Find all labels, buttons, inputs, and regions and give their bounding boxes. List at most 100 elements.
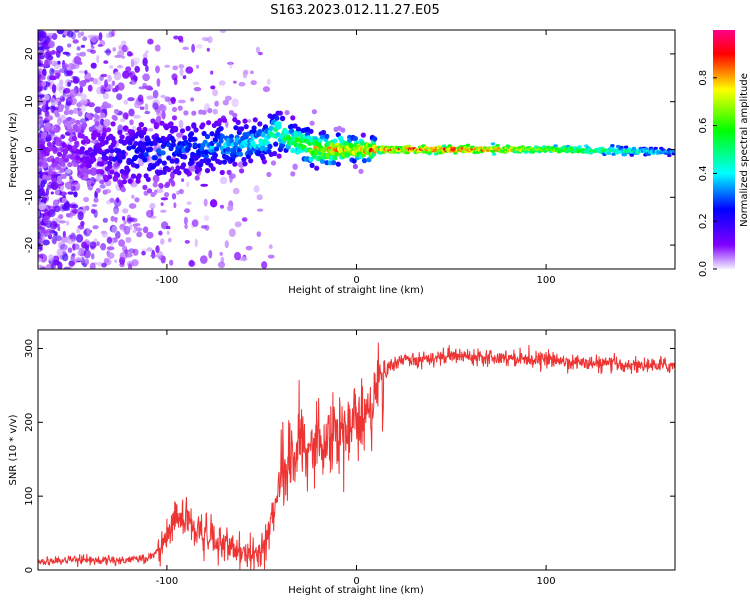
heatmap-cell xyxy=(168,121,174,127)
heatmap-cell xyxy=(110,215,115,222)
heatmap-cell xyxy=(74,140,80,146)
heatmap-cell xyxy=(311,109,317,115)
heatmap-cell xyxy=(238,81,246,87)
heatmap-cell xyxy=(38,257,43,263)
heatmap-cell xyxy=(166,230,170,235)
heatmap-cell xyxy=(210,166,216,172)
heatmap-cell xyxy=(216,142,222,148)
heatmap-cell xyxy=(170,96,176,105)
heatmap-cell xyxy=(86,169,92,175)
heatmap-cell xyxy=(154,44,161,52)
heatmap-cell xyxy=(68,109,74,115)
heatmap-cell xyxy=(160,238,165,245)
heatmap-cell xyxy=(128,203,137,209)
heatmap-cell xyxy=(55,164,62,171)
heatmap-cell xyxy=(170,138,176,144)
snr-x-ticks: -100 0 100 xyxy=(156,330,556,587)
heatmap-cell xyxy=(79,51,87,57)
heatmap-cell xyxy=(212,137,218,143)
heatmap-cell xyxy=(83,196,90,203)
heatmap-cell xyxy=(67,81,72,87)
heatmap-cell xyxy=(44,59,49,67)
heatmap-cell xyxy=(69,210,73,219)
heatmap-cell xyxy=(490,142,496,146)
heatmap-cell xyxy=(614,151,620,155)
heatmap-cell xyxy=(128,108,135,117)
heatmap-cell xyxy=(113,208,119,215)
heatmap-cell xyxy=(61,173,67,179)
heatmap-cell xyxy=(150,118,156,124)
heatmap-cell xyxy=(239,256,248,262)
heatmap-cell xyxy=(210,70,214,75)
heatmap-cell xyxy=(176,132,184,138)
heatmap-cell xyxy=(155,188,164,193)
spectrogram-y-tick-label: 0 xyxy=(24,146,35,152)
heatmap-cell xyxy=(121,179,127,185)
heatmap-cell xyxy=(92,225,99,230)
heatmap-cell xyxy=(262,86,270,93)
heatmap-cell xyxy=(59,79,64,86)
heatmap-cell xyxy=(107,252,115,259)
heatmap-cell xyxy=(182,46,190,51)
heatmap-cell xyxy=(71,253,76,257)
heatmap-cell xyxy=(290,171,296,177)
heatmap-cell xyxy=(237,151,244,157)
heatmap-cell xyxy=(67,191,74,195)
spectrogram-y-axis-label: Frequency (Hz) xyxy=(8,112,19,188)
heatmap-cell xyxy=(56,248,64,257)
heatmap-cell xyxy=(81,101,88,105)
heatmap-cell xyxy=(121,55,126,59)
heatmap-cell xyxy=(47,254,55,262)
heatmap-cell xyxy=(186,143,192,149)
heatmap-cell xyxy=(67,30,74,38)
heatmap-cell xyxy=(322,146,328,152)
heatmap-cell xyxy=(92,78,98,85)
heatmap-cell xyxy=(273,141,279,147)
heatmap-cell xyxy=(672,150,675,154)
heatmap-cell xyxy=(94,106,102,114)
heatmap-cell xyxy=(179,128,186,134)
heatmap-cell xyxy=(38,225,42,230)
heatmap-cell xyxy=(52,146,58,153)
colorbar: 0.0 0.2 0.4 0.6 0.8 Normalized spectral ampl… xyxy=(698,30,750,277)
heatmap-cell xyxy=(173,35,179,40)
heatmap-cell xyxy=(38,202,47,211)
heatmap-cell xyxy=(123,220,127,225)
heatmap-cell xyxy=(75,119,81,125)
heatmap-cell xyxy=(188,259,195,267)
heatmap-cell xyxy=(256,231,262,237)
heatmap-cell xyxy=(123,225,131,235)
heatmap-cell xyxy=(206,120,212,126)
heatmap-cell xyxy=(228,138,234,144)
heatmap-cell xyxy=(70,118,76,124)
heatmap-cell xyxy=(200,183,209,187)
heatmap-cell xyxy=(623,145,629,149)
heatmap-cell xyxy=(76,102,82,108)
heatmap-cell xyxy=(164,96,171,102)
heatmap-cell xyxy=(122,216,126,221)
heatmap-cell xyxy=(212,152,218,158)
heatmap-cell xyxy=(159,103,165,110)
heatmap-cell xyxy=(87,114,93,121)
heatmap-cell xyxy=(103,139,109,145)
heatmap-cell xyxy=(79,118,87,124)
heatmap-cell xyxy=(185,151,190,156)
heatmap-cell xyxy=(169,259,174,266)
heatmap-cell xyxy=(70,232,76,242)
heatmap-cell xyxy=(69,154,75,160)
heatmap-cell xyxy=(46,110,50,117)
heatmap-cell xyxy=(553,144,558,148)
heatmap-cell xyxy=(58,86,65,90)
heatmap-cell xyxy=(67,247,73,253)
heatmap-cell xyxy=(120,224,125,228)
heatmap-cell xyxy=(70,185,76,192)
heatmap-cell xyxy=(495,144,500,148)
heatmap-cell xyxy=(89,167,98,176)
heatmap-cell xyxy=(64,168,72,174)
heatmap-cell xyxy=(86,180,92,186)
spectrogram-x-tick-label: 0 xyxy=(353,275,359,286)
heatmap-cell xyxy=(168,237,172,243)
heatmap-cell xyxy=(309,162,315,168)
heatmap-cell xyxy=(80,139,87,145)
heatmap-cell xyxy=(47,53,53,59)
